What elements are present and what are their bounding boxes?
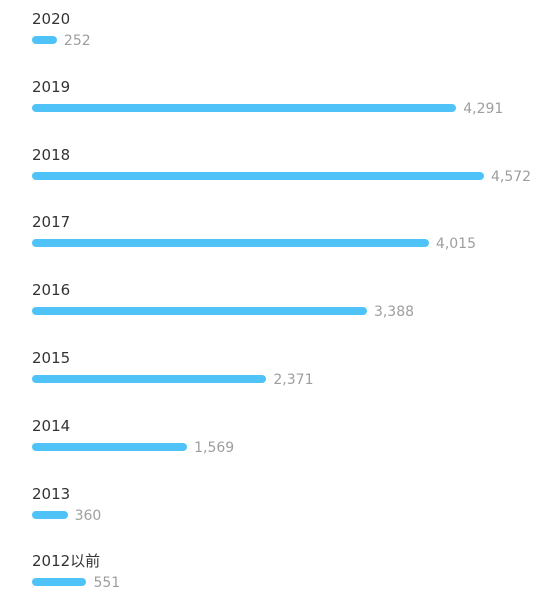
data-value-label: 3,388: [373, 304, 415, 321]
category-label: 2014: [32, 416, 71, 435]
bar: [32, 442, 188, 451]
category-label: 2016: [32, 281, 71, 300]
bar: [32, 171, 484, 180]
category-label: 2012以前: [32, 552, 101, 571]
bar: [32, 578, 87, 587]
category-label: 2015: [32, 349, 71, 367]
bar: [32, 103, 457, 112]
category-label: 2019: [32, 77, 71, 96]
data-value-label: 4,291: [463, 100, 504, 117]
bar: [32, 239, 429, 248]
bar: [32, 510, 68, 519]
data-value-label: 2,371: [273, 372, 314, 388]
category-label: 2017: [32, 213, 71, 232]
data-value-label: 1,569: [194, 439, 235, 456]
bar: [32, 375, 267, 383]
data-value-label: 551: [93, 575, 121, 592]
data-value-label: 360: [74, 507, 102, 524]
bar: [32, 307, 367, 316]
data-value-label: 4,572: [491, 168, 532, 185]
data-value-label: 252: [63, 33, 91, 49]
category-label: 2020: [32, 10, 71, 28]
bar: [32, 36, 57, 44]
category-label: 2018: [32, 145, 71, 164]
category-label: 2013: [32, 484, 71, 503]
data-value-label: 4,015: [435, 236, 477, 253]
